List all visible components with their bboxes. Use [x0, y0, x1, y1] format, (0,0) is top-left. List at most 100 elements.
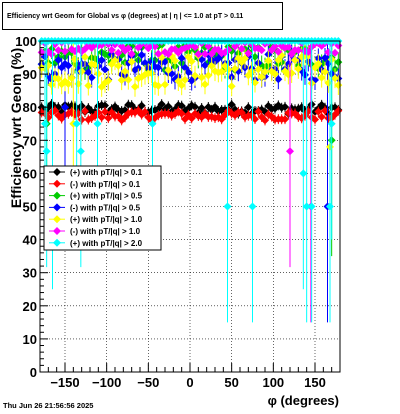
data-point [244, 103, 253, 112]
data-point [161, 80, 169, 89]
data-point [227, 82, 236, 91]
data-point [294, 64, 303, 73]
data-point [224, 65, 233, 74]
data-point [72, 119, 81, 128]
data-point [311, 115, 319, 124]
data-point [77, 101, 86, 110]
data-point [114, 48, 123, 57]
timestamp: Thu Jun 26 21:56:56 2025 [3, 401, 94, 410]
data-point [94, 108, 103, 117]
data-point [224, 45, 233, 54]
legend-box [43, 165, 162, 251]
y-axis-label: Efficiency wrt Geom (%) [8, 48, 24, 208]
data-point [157, 100, 166, 109]
y-tick-label: 10 [23, 332, 37, 347]
data-point [244, 49, 253, 58]
data-point [241, 54, 249, 63]
data-point [291, 56, 299, 65]
x-axis-label: φ (degrees) [268, 393, 339, 408]
data-point [274, 56, 283, 65]
data-point [274, 47, 283, 56]
data-point [257, 72, 266, 81]
data-point [47, 50, 56, 59]
data-point [127, 49, 136, 58]
data-point [197, 73, 206, 82]
data-point [191, 102, 199, 111]
data-point [257, 46, 266, 55]
y-tick-label: 0 [30, 365, 37, 380]
data-point [54, 46, 63, 55]
x-tick-label: 100 [262, 375, 284, 390]
axes: 0 10 20 30 40 50 60 70 80 90 100 −150 −100 −50 0 50 100 1… [15, 34, 333, 390]
data-point [327, 119, 336, 128]
data-point [254, 107, 263, 116]
data-point [261, 67, 269, 76]
data-point [271, 42, 279, 51]
data-point [281, 115, 289, 124]
data-point [164, 102, 173, 111]
data-point [84, 81, 93, 90]
data-point [141, 107, 149, 116]
data-point [154, 49, 163, 58]
data-point [121, 67, 129, 76]
legend-label: (+) with pT/|q| > 2.0 [70, 239, 143, 248]
data-point [191, 71, 199, 80]
data-point [97, 56, 106, 65]
data-point [81, 53, 89, 62]
data-point [61, 103, 69, 112]
data-point [171, 56, 179, 65]
x-tick-label: −150 [50, 375, 79, 390]
legend-label: (+) with pT/|q| > 1.0 [70, 215, 143, 224]
data-point [271, 69, 279, 78]
data-point [201, 80, 209, 89]
data-point [247, 67, 256, 76]
data-point [334, 81, 343, 90]
x-tick-label: −100 [92, 375, 121, 390]
data-point [227, 100, 236, 109]
data-point [97, 113, 106, 122]
y-tick-label: 30 [23, 266, 37, 281]
legend-label: (-) with pT/|q| > 0.5 [70, 203, 141, 212]
y-tick-label: 90 [23, 67, 37, 82]
data-point [254, 65, 263, 74]
x-tick-label: −50 [137, 375, 159, 390]
data-point [154, 63, 163, 72]
data-point [164, 50, 173, 59]
data-point [64, 61, 73, 70]
data-point [124, 44, 133, 53]
data-point [274, 75, 283, 84]
data-point [101, 65, 109, 74]
data-point [237, 44, 246, 53]
data-point [127, 57, 136, 66]
data-point [134, 64, 143, 73]
series-6 [37, 37, 343, 323]
chart-title-box: Efficiency wrt Geom for Global vs φ (deg… [2, 2, 283, 30]
data-points [37, 37, 343, 323]
data-point [71, 55, 79, 64]
data-point [61, 47, 69, 56]
data-point [302, 202, 311, 211]
data-point [114, 61, 123, 70]
data-point [137, 101, 146, 110]
data-point [81, 107, 89, 116]
data-point [317, 73, 326, 82]
legend-label: (+) with pT/|q| > 0.1 [70, 168, 143, 177]
data-point [324, 78, 333, 87]
data-point [191, 43, 199, 52]
data-point [181, 75, 189, 84]
data-point [281, 102, 289, 111]
y-tick-label: 20 [23, 299, 37, 314]
data-point [47, 80, 56, 89]
legend-label: (+) with pT/|q| > 0.5 [70, 192, 143, 201]
x-tick-label: 150 [304, 375, 326, 390]
data-point [204, 42, 213, 51]
legend-label: (-) with pT/|q| > 0.1 [70, 180, 141, 189]
x-tick-label: 50 [224, 375, 238, 390]
data-point [286, 147, 294, 156]
data-point [299, 169, 308, 178]
data-point [207, 61, 216, 70]
data-point [187, 57, 196, 66]
data-point [261, 116, 269, 125]
y-tick-label: 70 [23, 133, 37, 148]
